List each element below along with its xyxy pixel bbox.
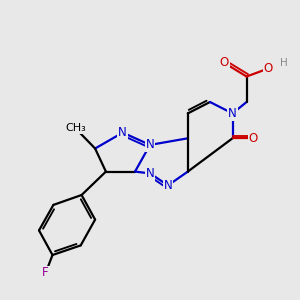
Text: F: F: [42, 266, 49, 280]
Text: N: N: [228, 107, 237, 120]
Text: N: N: [146, 138, 154, 152]
Text: O: O: [264, 62, 273, 75]
Text: CH₃: CH₃: [65, 123, 86, 134]
Text: N: N: [146, 167, 154, 180]
Text: N: N: [118, 126, 127, 139]
Text: N: N: [164, 179, 172, 192]
Text: O: O: [249, 132, 258, 145]
Text: H: H: [280, 58, 287, 68]
Text: O: O: [220, 56, 229, 70]
